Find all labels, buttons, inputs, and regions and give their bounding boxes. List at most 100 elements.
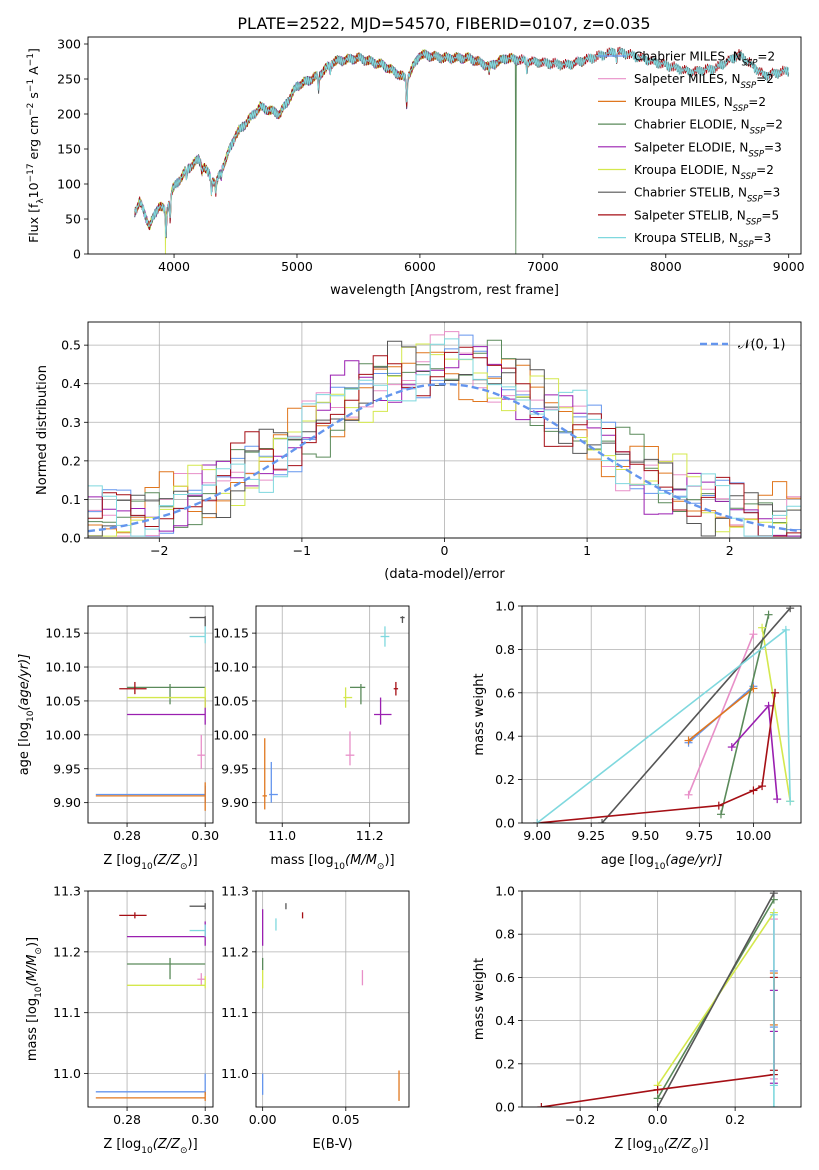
data-point-kroupa-miles <box>95 782 206 811</box>
series-chabrier-stelib <box>653 891 778 1107</box>
x-axis-label: wavelength [Angstrom, rest frame] <box>330 283 559 298</box>
data-point-salpeter-miles <box>345 731 355 766</box>
x-tick-label: 9.00 <box>523 828 551 843</box>
mass-vs-metallicity-panel: 0.28 0.30 11.0 11.1 11.2 11.3 Z [log10(Z/Z⊙)] m… <box>25 884 219 1157</box>
x-axis-label: Z [log10(Z/Z⊙)] <box>614 1137 708 1156</box>
spectrum-line-kroupa-miles <box>134 50 593 237</box>
mass-vs-ebv-panel: 0.00 0.05 11.0 11.1 11.2 11.3 E(B-V) <box>221 884 410 1152</box>
y-tick-label: 10.00 <box>45 727 81 742</box>
data-point-salpeter-stelib <box>119 912 147 919</box>
x-axis-label: E(B-V) <box>312 1137 352 1152</box>
spectrum-panel: 4000 5000 6000 7000 8000 9000 0 50 100 150 200 250 3… <box>26 37 805 299</box>
x-tick-label: −2 <box>150 543 168 558</box>
data-point-salpeter-miles <box>197 973 206 986</box>
legend-entry: Kroupa ELODIE, NSSP=2 <box>634 163 774 182</box>
x-tick-label: −1 <box>293 543 311 558</box>
y-tick-label: 0.4 <box>495 729 515 744</box>
y-tick-label: 9.90 <box>221 795 249 810</box>
data-point-salpeter-miles <box>197 734 206 769</box>
legend-entry: Chabrier MILES, NSSP=2 <box>634 50 775 69</box>
spectrum-line-chabrier-elodie <box>134 49 519 254</box>
series-salpeter-elodie <box>727 701 782 804</box>
x-tick-label: 7000 <box>527 259 559 274</box>
age-vs-metallicity-panel: 0.28 0.30 9.90 9.95 10.00 10.05 10.10 10.15 Z [l… <box>17 605 219 872</box>
y-tick-label: 0.3 <box>61 415 81 430</box>
legend-entry: Salpeter ELODIE, NSSP=3 <box>634 140 782 159</box>
data-point-chabrier-stelib <box>189 903 206 910</box>
data-point-kroupa-elodie <box>343 687 353 708</box>
x-axis-label: (data-model)/error <box>384 567 505 582</box>
data-point-salpeter-elodie <box>127 697 206 725</box>
x-tick-label: 0.2 <box>725 1112 745 1127</box>
y-tick-label: 10.15 <box>213 626 249 641</box>
x-tick-label: 9.75 <box>685 828 713 843</box>
y-tick-label: 9.95 <box>53 761 81 776</box>
axes-frame <box>87 605 214 824</box>
data-point-kroupa-stelib <box>189 626 206 644</box>
data-point-kroupa-elodie <box>127 687 206 708</box>
x-tick-label: 9000 <box>773 259 805 274</box>
y-tick-label: 0.2 <box>495 772 515 787</box>
y-tick-label: 11.0 <box>53 1066 81 1081</box>
data-point-kroupa-stelib <box>189 924 206 937</box>
y-tick-label: 250 <box>57 72 81 87</box>
figure-title: PLATE=2522, MJD=54570, FIBERID=0107, z=0… <box>237 14 650 33</box>
histogram-salpeter-stelib <box>88 346 801 537</box>
data-point-chabrier-stelib <box>189 616 206 627</box>
y-tick-label: 11.3 <box>221 884 249 899</box>
y-tick-label: 10.10 <box>45 660 81 675</box>
y-tick-label: 0.6 <box>495 685 515 700</box>
y-tick-label: 11.1 <box>221 1005 249 1020</box>
axes-frame <box>255 890 410 1108</box>
x-axis-label: mass [log10(M/M⊙)] <box>270 853 394 872</box>
y-tick-label: 50 <box>65 212 81 227</box>
age-vs-mass-panel: 11.0 11.2 9.90 9.95 10.00 10.05 10.10 10.15 mass… <box>213 605 410 872</box>
plot-area <box>537 891 778 1107</box>
x-tick-label: 0.30 <box>191 1112 219 1127</box>
residual-histogram-panel: −2 −1 0 1 2 0.0 0.1 0.2 0.3 0.4 0.5 𝒩(0, 1) (data-mo… <box>35 321 802 582</box>
spectrum-line-salpeter-miles <box>134 49 593 235</box>
legend-entry: Chabrier ELODIE, NSSP=2 <box>634 118 783 137</box>
plot-area <box>262 616 405 810</box>
data-point-kroupa-miles <box>262 738 267 810</box>
series-kroupa-stelib <box>533 625 795 823</box>
x-tick-label: 6000 <box>404 259 436 274</box>
y-tick-label: 0.6 <box>495 970 515 985</box>
spectrum-line-chabrier-miles <box>134 51 593 238</box>
legend-entry: Kroupa MILES, NSSP=2 <box>634 95 766 114</box>
y-tick-label: 10.10 <box>213 660 249 675</box>
x-tick-label: 0.00 <box>249 1112 277 1127</box>
x-tick-label: 9.25 <box>577 828 605 843</box>
data-point-chabrier-miles <box>95 1073 206 1095</box>
data-point-chabrier-elodie <box>127 957 206 980</box>
x-axis-label: age [log10(age/yr)] <box>601 853 723 872</box>
x-tick-label: 1 <box>583 543 591 558</box>
data-point-chabrier-stelib <box>400 616 405 623</box>
x-axis-label: Z [log10(Z/Z⊙)] <box>103 853 197 872</box>
plot-area <box>88 331 801 537</box>
series-kroupa-miles <box>684 684 758 745</box>
spectrum-line-kroupa-elodie <box>134 49 519 254</box>
legend-entry: 𝒩(0, 1) <box>738 338 785 353</box>
data-point-chabrier-elodie <box>127 683 206 705</box>
x-tick-label: −0.2 <box>565 1112 595 1127</box>
y-tick-label: 10.05 <box>45 693 81 708</box>
normal-reference-curve <box>88 382 801 533</box>
legend-entry: Salpeter STELIB, NSSP=5 <box>634 208 779 227</box>
x-tick-label: 11.0 <box>268 828 296 843</box>
legend-entry: Chabrier STELIB, NSSP=3 <box>634 186 780 205</box>
legend-entry: Salpeter MILES, NSSP=2 <box>634 72 774 91</box>
series-salpeter-stelib <box>533 688 780 823</box>
y-tick-label: 0.0 <box>61 531 81 546</box>
axes-frame <box>255 605 410 824</box>
x-tick-label: 0.05 <box>332 1112 360 1127</box>
plot-area <box>95 903 206 1101</box>
y-tick-label: 0.4 <box>61 376 81 391</box>
data-point-salpeter-stelib <box>393 681 399 696</box>
y-tick-label: 100 <box>57 177 81 192</box>
x-tick-label: 0.0 <box>648 1112 668 1127</box>
y-tick-label: 0.5 <box>61 338 81 353</box>
spectrum-line-salpeter-elodie <box>134 50 519 231</box>
plot-area <box>95 616 206 811</box>
